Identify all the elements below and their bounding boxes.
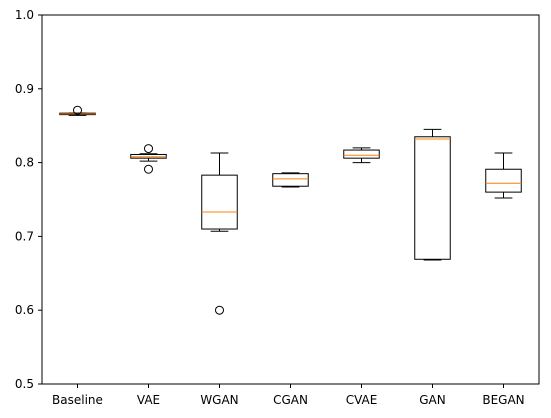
box-group-cvae [343,147,380,164]
x-tick-label: VAE [137,393,160,407]
box-iqr [414,136,451,260]
x-axis-ticks: Baseline VAE WGAN CGAN CVAE GAN BEGAN [52,384,525,407]
box-iqr [485,168,522,193]
y-tick-label: 0.9 [15,82,34,96]
x-tick-label: GAN [419,393,445,407]
y-axis-ticks: 0.5 0.6 0.7 0.8 0.9 1.0 [15,8,42,391]
outlier-point [73,105,82,115]
x-tick-label: Baseline [52,393,103,407]
x-tick-label: CGAN [273,393,308,407]
x-tick-label: WGAN [200,393,238,407]
y-tick-label: 0.8 [15,156,34,170]
box-group-vae [130,144,167,174]
box-iqr [343,149,380,159]
box-group-began [485,152,522,199]
box-group-baseline [59,105,96,116]
outlier-point [144,164,153,174]
y-tick-label: 1.0 [15,8,34,22]
box-iqr [272,173,309,187]
box-group-gan [414,128,451,261]
outlier-point [144,144,153,154]
y-tick-label: 0.5 [15,377,34,391]
box-group-cgan [272,172,309,188]
y-tick-label: 0.7 [15,229,34,243]
box-iqr [201,174,238,230]
plot-area-frame [41,14,540,385]
outlier-point [215,305,224,315]
box-group-wgan [201,152,238,315]
x-tick-label: BEGAN [482,393,524,407]
y-tick-label: 0.6 [15,303,34,317]
boxes-layer [59,105,522,315]
x-tick-label: CVAE [346,393,378,407]
